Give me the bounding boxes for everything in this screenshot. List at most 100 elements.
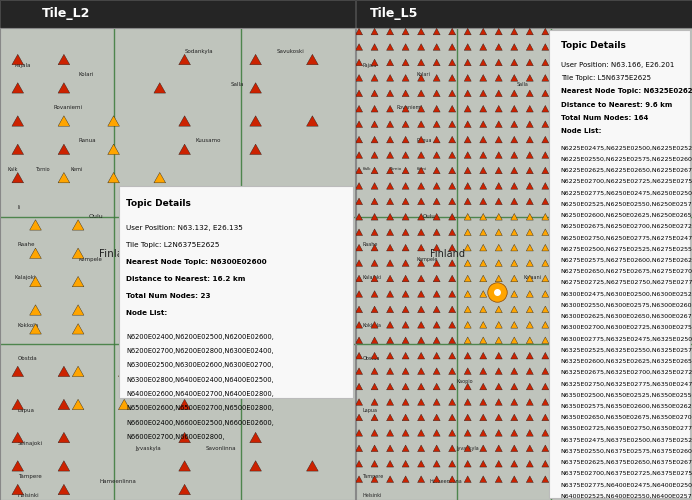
Polygon shape (526, 167, 534, 174)
Polygon shape (371, 384, 378, 390)
Polygon shape (225, 248, 237, 258)
Polygon shape (464, 214, 471, 220)
Text: N6275E02725,N6275E02750,N6275E02775,: N6275E02725,N6275E02750,N6275E02775, (561, 280, 692, 285)
Polygon shape (371, 352, 378, 359)
Polygon shape (464, 260, 471, 266)
Polygon shape (30, 276, 42, 287)
Polygon shape (542, 121, 549, 128)
Polygon shape (448, 275, 456, 282)
Polygon shape (511, 337, 518, 344)
Polygon shape (371, 44, 378, 51)
Polygon shape (495, 414, 502, 420)
Text: Tornio: Tornio (390, 167, 401, 171)
Text: Obstda: Obstda (363, 356, 380, 361)
Polygon shape (433, 152, 440, 158)
Polygon shape (511, 214, 518, 220)
Polygon shape (356, 106, 363, 112)
Polygon shape (433, 430, 440, 436)
Text: Kolari: Kolari (416, 72, 430, 77)
Text: N6400E02525,N6400E02550,N6400E02575,: N6400E02525,N6400E02550,N6400E02575, (561, 494, 692, 498)
Polygon shape (448, 445, 456, 452)
Text: N6350E02650,N6350E02675,N6350E02700,: N6350E02650,N6350E02675,N6350E02700, (561, 415, 692, 420)
Text: User Position: N63.132, E26.135: User Position: N63.132, E26.135 (126, 226, 243, 232)
Polygon shape (526, 244, 534, 251)
Polygon shape (511, 90, 518, 96)
Polygon shape (371, 106, 378, 112)
Polygon shape (278, 234, 290, 244)
Polygon shape (417, 229, 425, 235)
Polygon shape (387, 430, 394, 436)
Polygon shape (433, 384, 440, 390)
Text: N6300E02550,N6300E02575,N6300E02600,: N6300E02550,N6300E02575,N6300E02600, (561, 302, 692, 308)
Polygon shape (402, 167, 409, 174)
Text: N6325E02525,N6325E02550,N6325E02575,: N6325E02525,N6325E02550,N6325E02575, (561, 348, 692, 352)
Polygon shape (448, 244, 456, 251)
Polygon shape (371, 476, 378, 482)
Polygon shape (448, 106, 456, 112)
Polygon shape (402, 445, 409, 452)
Text: N6325E02600,N6325E02625,N6325E02650,: N6325E02600,N6325E02625,N6325E02650, (561, 359, 692, 364)
Polygon shape (480, 44, 486, 51)
Text: Hameenlinna: Hameenlinna (430, 478, 462, 484)
Text: N6500E02600,N6500E02700,N6500E02800,: N6500E02600,N6500E02700,N6500E02800, (126, 406, 274, 411)
Polygon shape (58, 54, 70, 64)
Polygon shape (417, 337, 425, 344)
Polygon shape (495, 152, 502, 158)
Polygon shape (30, 248, 42, 258)
Polygon shape (307, 234, 318, 244)
Polygon shape (511, 306, 518, 312)
Text: N6300E02700,N6300E02725,N6300E02750,: N6300E02700,N6300E02725,N6300E02750, (561, 325, 692, 330)
Polygon shape (542, 352, 549, 359)
Text: Obstda: Obstda (18, 356, 37, 361)
Polygon shape (72, 305, 84, 315)
Polygon shape (387, 214, 394, 220)
Polygon shape (542, 460, 549, 467)
Text: N6375E02775,N6400E02475,N6400E02500,: N6375E02775,N6400E02475,N6400E02500, (561, 482, 692, 488)
Text: N6300E02625,N6300E02650,N6300E02675,: N6300E02625,N6300E02650,N6300E02675, (561, 314, 692, 319)
Polygon shape (179, 484, 190, 494)
Polygon shape (417, 352, 425, 359)
Polygon shape (511, 476, 518, 482)
Polygon shape (387, 90, 394, 96)
Polygon shape (371, 198, 378, 204)
Text: Hameenlinna: Hameenlinna (100, 478, 136, 484)
Polygon shape (387, 167, 394, 174)
Text: N6200E02700,N6200E02800,N6300E02400,: N6200E02700,N6200E02800,N6300E02400, (126, 348, 273, 354)
Polygon shape (402, 460, 409, 467)
Text: Node List:: Node List: (126, 310, 167, 316)
Polygon shape (480, 460, 486, 467)
Polygon shape (433, 275, 440, 282)
Polygon shape (278, 314, 290, 324)
Polygon shape (542, 214, 549, 220)
Text: Total Num Nodes: 164: Total Num Nodes: 164 (561, 115, 648, 121)
Polygon shape (387, 198, 394, 204)
Polygon shape (480, 121, 486, 128)
Polygon shape (356, 59, 363, 66)
Polygon shape (417, 198, 425, 204)
Text: N6375E02700,N6375E02725,N6375E02750,: N6375E02700,N6375E02725,N6375E02750, (561, 471, 692, 476)
Polygon shape (433, 306, 440, 312)
Text: Kempele: Kempele (416, 256, 437, 262)
Polygon shape (225, 220, 237, 230)
Polygon shape (511, 44, 518, 51)
Polygon shape (387, 260, 394, 266)
Polygon shape (118, 400, 130, 409)
Polygon shape (371, 152, 378, 158)
Polygon shape (495, 290, 502, 298)
Text: Jyvaskyla: Jyvaskyla (457, 446, 480, 450)
Polygon shape (495, 430, 502, 436)
Polygon shape (108, 116, 120, 126)
Polygon shape (371, 167, 378, 174)
Polygon shape (402, 198, 409, 204)
Polygon shape (402, 136, 409, 143)
Polygon shape (433, 260, 440, 266)
Text: Kalk: Kalk (7, 167, 17, 172)
Polygon shape (542, 28, 549, 35)
Polygon shape (356, 384, 363, 390)
Polygon shape (371, 74, 378, 81)
Polygon shape (433, 74, 440, 81)
Text: Distance to Nearest: 16.2 km: Distance to Nearest: 16.2 km (126, 276, 246, 282)
Polygon shape (511, 198, 518, 204)
Text: N6250E02675,N6250E02700,N6250E02725,: N6250E02675,N6250E02700,N6250E02725, (561, 224, 692, 229)
Text: Distance to Nearest: 9.6 km: Distance to Nearest: 9.6 km (561, 102, 672, 107)
